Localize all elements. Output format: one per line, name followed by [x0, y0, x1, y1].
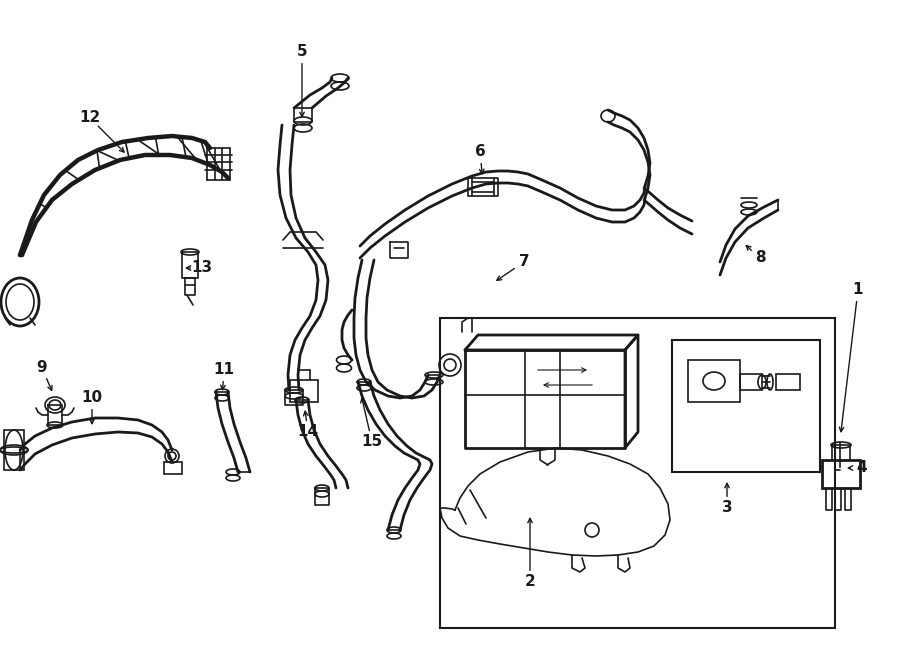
Bar — [4, 430, 24, 470]
Text: 2: 2 — [525, 574, 535, 590]
Text: 9: 9 — [37, 360, 48, 375]
Bar — [776, 374, 800, 390]
Text: 15: 15 — [362, 434, 382, 449]
Text: 10: 10 — [81, 391, 103, 405]
Text: 5: 5 — [297, 44, 307, 59]
Text: 13: 13 — [192, 260, 212, 276]
Text: 7: 7 — [518, 254, 529, 270]
Text: 14: 14 — [297, 424, 319, 440]
Text: 12: 12 — [79, 110, 101, 126]
Text: 11: 11 — [213, 362, 235, 377]
Bar — [740, 374, 762, 390]
Bar — [440, 318, 835, 628]
Bar — [164, 462, 182, 474]
Text: 1: 1 — [853, 282, 863, 297]
Bar — [290, 380, 318, 402]
Bar — [822, 460, 860, 488]
Text: 3: 3 — [722, 500, 733, 516]
Text: 4: 4 — [857, 461, 868, 475]
Bar — [688, 360, 740, 402]
Bar — [672, 340, 820, 472]
Text: 6: 6 — [474, 145, 485, 159]
Text: 8: 8 — [755, 251, 765, 266]
